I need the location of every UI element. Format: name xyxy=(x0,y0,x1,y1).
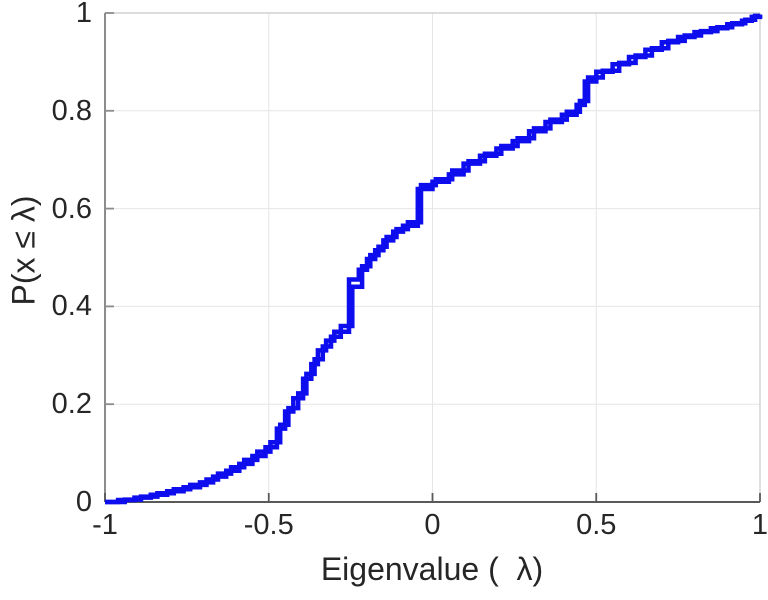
x-axis-label: Eigenvalue ( λ) xyxy=(320,551,544,587)
y-tick-label: 0.4 xyxy=(51,290,92,323)
y-tick-label: 0.2 xyxy=(51,388,92,421)
y-tick-label: 0.8 xyxy=(51,94,92,127)
y-axis-label: P(x ≤ λ) xyxy=(5,195,42,306)
x-tick-label: 0 xyxy=(424,509,441,541)
y-tick-label: 0 xyxy=(75,486,92,518)
x-tick-label: 1 xyxy=(751,509,768,541)
x-tick-label: -0.5 xyxy=(243,509,294,541)
y-tick-label: 1 xyxy=(75,0,92,29)
x-tick-label: 0.5 xyxy=(576,509,617,541)
ecdf-step-line-ecdf-2 xyxy=(105,13,763,505)
y-tick-label: 0.6 xyxy=(51,192,92,225)
x-tick-label: -1 xyxy=(92,509,118,541)
